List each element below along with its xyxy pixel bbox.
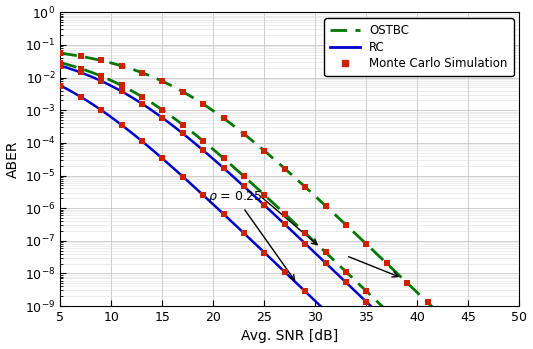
Legend: OSTBC, RC, Monte Carlo Simulation: OSTBC, RC, Monte Carlo Simulation [325, 18, 513, 76]
Text: $\rho$ = 0.25: $\rho$ = 0.25 [208, 189, 295, 280]
Y-axis label: ABER: ABER [5, 140, 20, 178]
X-axis label: Avg. SNR [dB]: Avg. SNR [dB] [241, 329, 338, 343]
Text: $\rho$ = 0.5: $\rho$ = 0.5 [0, 348, 1, 349]
